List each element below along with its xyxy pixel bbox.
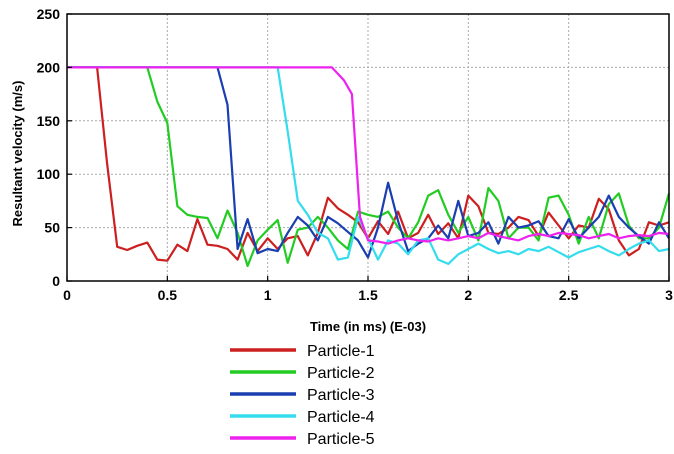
legend-label: Particle-2: [307, 365, 375, 382]
legend-label: Particle-3: [307, 387, 375, 404]
legend-item-particle-2: Particle-2: [230, 365, 375, 382]
y-tick-label: 200: [37, 59, 61, 75]
x-tick-label: 2: [464, 287, 472, 303]
y-tick-label: 150: [37, 113, 61, 129]
x-tick-label: 2.5: [559, 287, 579, 303]
y-axis-label: Resultant velocity (m/s): [10, 81, 25, 227]
x-tick-label: 3: [665, 287, 673, 303]
x-tick-label: 1: [264, 287, 272, 303]
series-lines: [67, 66, 671, 268]
axis-ticks: 0 0.5 1 1.5 2 2.5 3 0 50 100 150 200 250: [37, 6, 673, 303]
x-axis-label: Time (in ms) (E-03): [310, 319, 426, 334]
legend-label: Particle-4: [307, 409, 375, 426]
legend-label: Particle-1: [307, 343, 375, 360]
x-tick-label: 1.5: [358, 287, 378, 303]
x-tick-label: 0: [63, 287, 71, 303]
series-line-particle-5: [67, 66, 670, 245]
y-tick-label: 250: [37, 6, 61, 22]
y-tick-label: 50: [44, 220, 60, 236]
legend-item-particle-5: Particle-5: [230, 431, 375, 448]
y-tick-label: 100: [37, 166, 61, 182]
legend-item-particle-1: Particle-1: [230, 343, 375, 360]
legend-item-particle-3: Particle-3: [230, 387, 375, 404]
legend: Particle-1 Particle-2 Particle-3 Particle-4…: [230, 343, 375, 448]
legend-item-particle-4: Particle-4: [230, 409, 375, 426]
x-tick-label: 0.5: [158, 287, 178, 303]
series-line-particle-3: [67, 66, 670, 259]
y-tick-label: 0: [52, 273, 60, 289]
legend-label: Particle-5: [307, 431, 375, 448]
series-line-particle-4: [67, 66, 670, 265]
